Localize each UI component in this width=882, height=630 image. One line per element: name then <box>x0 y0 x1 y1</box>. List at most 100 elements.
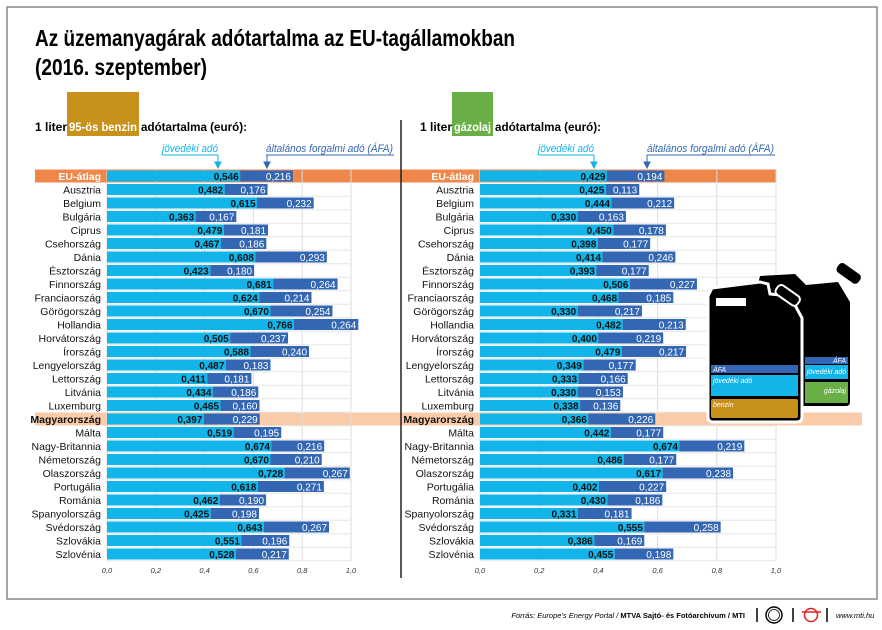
bar-excise <box>480 170 607 182</box>
excise-value-label: 0,425 <box>184 510 209 521</box>
bar-excise <box>107 521 264 533</box>
gazolaj-chart: 1 liter gázolaj adótartalma (euró): jövedék… <box>403 92 782 575</box>
benzin-excise-label: jövedéki adó <box>712 378 752 385</box>
bar-vat <box>578 373 628 384</box>
category-label: Németország <box>412 455 475 467</box>
bar-vat <box>257 197 314 209</box>
excise-value-label: 0,608 <box>229 253 254 264</box>
bar-excise <box>480 224 614 236</box>
excise-value-label: 0,450 <box>587 226 612 237</box>
vat-value-label: 0,246 <box>648 253 673 264</box>
excise-value-label: 0,338 <box>554 402 579 413</box>
subtitle-suffix: adótartalma (euró): <box>495 120 601 134</box>
vat-value-label: 0,186 <box>239 240 264 251</box>
bar-excise <box>107 535 242 546</box>
bar-excise <box>480 359 584 371</box>
category-label: Hollandia <box>57 320 101 332</box>
category-label: Belgium <box>436 198 474 210</box>
category-label: Lettország <box>425 374 474 386</box>
category-label: Hollandia <box>430 320 474 332</box>
bar-excise <box>107 359 226 371</box>
benzin-vat-label: ÁFA <box>712 365 726 374</box>
bar-vat <box>611 197 675 209</box>
category-label: Lettország <box>52 374 101 386</box>
bar-vat <box>577 305 642 317</box>
subtitle-prefix: 1 liter <box>35 120 67 134</box>
bar-excise <box>107 413 204 425</box>
excise-value-label: 0,429 <box>580 172 605 183</box>
category-label: EU-átlag <box>431 171 474 183</box>
vat-value-label: 0,254 <box>305 307 330 318</box>
bar-excise <box>107 292 260 303</box>
vat-value-label: 0,186 <box>635 496 660 507</box>
bar-vat <box>223 224 269 236</box>
bar-excise <box>480 184 606 195</box>
bar-excise <box>480 319 623 330</box>
excise-value-label: 0,442 <box>584 429 609 440</box>
excise-value-label: 0,588 <box>224 348 249 359</box>
excise-value-label: 0,479 <box>595 348 620 359</box>
bar-excise <box>480 400 581 411</box>
benzin-can-spout <box>774 284 801 307</box>
excise-value-label: 0,330 <box>551 307 576 318</box>
category-label: Görögország <box>40 306 101 318</box>
legend-excise-label: jövedéki adó <box>160 143 218 155</box>
bar-excise <box>480 332 599 344</box>
vat-value-label: 0,210 <box>295 456 320 467</box>
bar-vat <box>207 373 252 384</box>
vat-value-label: 0,169 <box>617 537 642 548</box>
category-label: Görögország <box>413 306 474 318</box>
bar-vat <box>270 454 322 465</box>
category-label: Portugália <box>54 482 101 494</box>
bar-excise <box>107 251 256 263</box>
title-line1: Az üzemanyagárak adótartalma az EU-tagál… <box>35 25 515 51</box>
category-label: Luxemburg <box>48 401 101 413</box>
bar-vat <box>259 292 312 303</box>
bar-excise <box>107 224 224 236</box>
vat-value-label: 0,177 <box>622 267 647 278</box>
excise-value-label: 0,411 <box>181 375 206 386</box>
bar-vat <box>621 346 687 357</box>
category-label: Olaszország <box>416 468 475 480</box>
excise-value-label: 0,386 <box>568 537 593 548</box>
footer: Forrás: Europe's Energy Portal / MTVA Sa… <box>511 606 875 624</box>
bar-vat <box>610 427 664 438</box>
diesel-excise-band <box>805 365 848 379</box>
bar-vat <box>257 481 324 492</box>
bar-vat <box>613 224 666 236</box>
excise-value-label: 0,467 <box>194 240 219 251</box>
bar-vat <box>583 359 636 371</box>
category-label: Spanyolország <box>32 509 102 521</box>
excise-value-label: 0,486 <box>597 456 622 467</box>
bar-vat <box>233 427 282 438</box>
bar-vat <box>597 238 651 249</box>
fuel-highlight-box <box>452 92 493 136</box>
vat-value-label: 0,293 <box>300 253 325 264</box>
category-label: Málta <box>448 428 474 440</box>
benzin-fuel-band <box>711 399 798 418</box>
legend-excise-label: jövedéki adó <box>536 143 594 155</box>
bar-vat <box>622 319 686 330</box>
category-label: Litvánia <box>438 387 474 399</box>
vat-value-label: 0,214 <box>284 294 309 305</box>
bar-vat <box>250 346 310 357</box>
category-label: Portugália <box>427 482 474 494</box>
bar-excise <box>480 211 578 222</box>
vat-value-label: 0,195 <box>254 429 279 440</box>
bar-vat <box>662 467 734 479</box>
bar-excise <box>480 454 624 465</box>
arrow-down-icon <box>590 155 598 170</box>
arrow-down-icon <box>214 155 222 170</box>
category-label: Szlovénia <box>55 549 101 561</box>
bar-excise <box>107 184 225 195</box>
bar-vat <box>596 265 649 276</box>
excise-value-label: 0,551 <box>215 537 240 548</box>
bar-excise <box>480 535 595 546</box>
bar-excise <box>107 319 294 330</box>
excise-value-label: 0,546 <box>214 172 239 183</box>
bar-vat <box>212 386 259 398</box>
bar-excise <box>480 508 578 519</box>
x-tick-label: 0,2 <box>151 566 162 575</box>
excise-value-label: 0,330 <box>551 213 576 224</box>
vat-value-label: 0,177 <box>623 240 648 251</box>
